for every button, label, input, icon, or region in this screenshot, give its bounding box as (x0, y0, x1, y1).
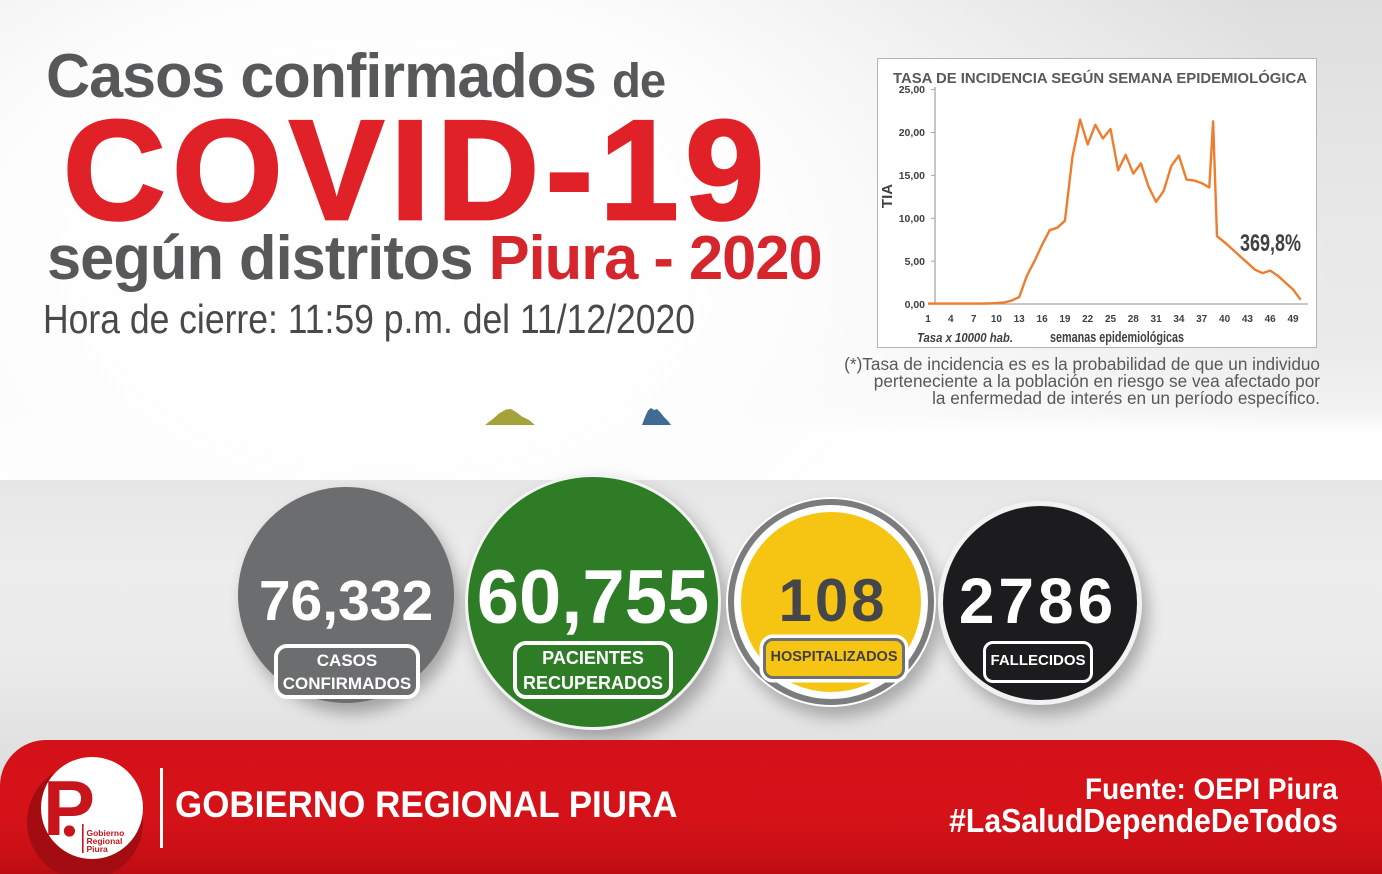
svg-text:Piura: Piura (87, 844, 109, 854)
svg-text:7: 7 (971, 314, 977, 325)
svg-text:25,00: 25,00 (899, 84, 925, 96)
svg-text:13: 13 (1014, 314, 1026, 325)
svg-text:0,00: 0,00 (905, 299, 926, 311)
svg-text:22: 22 (1082, 314, 1094, 325)
svg-text:1: 1 (925, 314, 931, 325)
svg-text:Gobierno: Gobierno (87, 828, 125, 838)
svg-text:31: 31 (1151, 314, 1163, 325)
svg-text:TIA: TIA (879, 184, 896, 208)
svg-text:20,00: 20,00 (899, 127, 925, 139)
svg-text:43: 43 (1242, 314, 1254, 325)
svg-text:Regional: Regional (87, 836, 123, 846)
svg-text:369,8%: 369,8% (1240, 230, 1301, 257)
svg-text:46: 46 (1265, 314, 1277, 325)
svg-text:16: 16 (1037, 314, 1049, 325)
svg-text:10,00: 10,00 (899, 213, 925, 225)
svg-text:Tasa x 10000 hab.: Tasa x 10000 hab. (917, 331, 1013, 345)
svg-text:25: 25 (1105, 314, 1117, 325)
svg-text:TASA DE INCIDENCIA SEGÚN SEMAN: TASA DE INCIDENCIA SEGÚN SEMANA EPIDEMIO… (893, 69, 1307, 87)
svg-text:19: 19 (1059, 314, 1071, 325)
svg-text:37: 37 (1196, 314, 1208, 325)
svg-text:34: 34 (1173, 314, 1185, 325)
svg-text:4: 4 (948, 314, 954, 325)
svg-text:15,00: 15,00 (899, 170, 925, 182)
svg-text:10: 10 (991, 314, 1003, 325)
svg-text:28: 28 (1128, 314, 1140, 325)
svg-text:P: P (43, 764, 95, 852)
svg-text:40: 40 (1219, 314, 1231, 325)
svg-text:49: 49 (1287, 314, 1299, 325)
svg-text:5,00: 5,00 (905, 256, 926, 268)
svg-text:semanas epidemiológicas: semanas epidemiológicas (1050, 329, 1184, 346)
